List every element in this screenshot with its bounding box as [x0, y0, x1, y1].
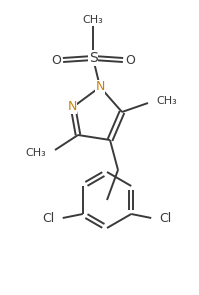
Text: CH₃: CH₃	[156, 96, 177, 106]
Text: N: N	[95, 81, 105, 94]
Text: CH₃: CH₃	[83, 15, 103, 25]
Text: Cl: Cl	[159, 212, 172, 224]
Text: CH₃: CH₃	[25, 148, 46, 158]
Text: O: O	[125, 53, 135, 66]
Text: Cl: Cl	[43, 212, 55, 224]
Text: N: N	[67, 101, 77, 114]
Text: O: O	[51, 53, 61, 66]
Text: S: S	[89, 51, 97, 65]
